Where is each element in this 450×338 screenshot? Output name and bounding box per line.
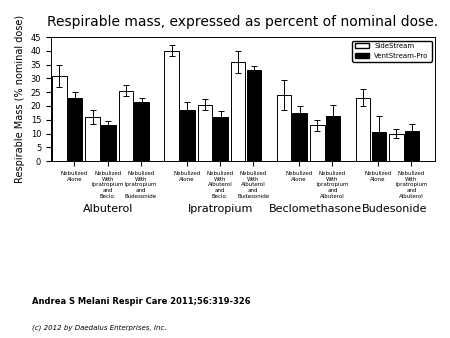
Bar xyxy=(101,125,116,161)
Bar xyxy=(118,91,133,161)
Bar xyxy=(68,98,82,161)
Text: Andrea S Melani Respir Care 2011;56:319-326: Andrea S Melani Respir Care 2011;56:319-… xyxy=(32,297,250,307)
Bar xyxy=(356,98,370,161)
Bar xyxy=(213,117,228,161)
Bar xyxy=(198,104,212,161)
Title: Respirable mass, expressed as percent of nominal dose.: Respirable mass, expressed as percent of… xyxy=(47,15,438,29)
Text: Albuterol: Albuterol xyxy=(82,204,133,214)
Bar xyxy=(231,62,245,161)
Bar xyxy=(372,132,386,161)
Bar xyxy=(52,76,67,161)
Legend: SideStream, VentStream-Pro: SideStream, VentStream-Pro xyxy=(352,41,432,62)
Bar xyxy=(85,117,100,161)
Bar xyxy=(247,70,261,161)
Y-axis label: Respirable Mass (% nominal dose): Respirable Mass (% nominal dose) xyxy=(15,15,25,183)
Text: Budesonide: Budesonide xyxy=(362,204,427,214)
Bar xyxy=(405,131,419,161)
Bar xyxy=(310,125,324,161)
Text: Ipratropium: Ipratropium xyxy=(187,204,253,214)
Bar xyxy=(389,134,404,161)
Bar xyxy=(277,95,291,161)
Bar xyxy=(135,102,149,161)
Bar xyxy=(292,113,307,161)
Bar xyxy=(180,110,195,161)
Bar xyxy=(164,51,179,161)
Text: (c) 2012 by Daedalus Enterprises, Inc.: (c) 2012 by Daedalus Enterprises, Inc. xyxy=(32,324,166,331)
Bar xyxy=(326,116,340,161)
Text: Beclomethasone: Beclomethasone xyxy=(269,204,362,214)
